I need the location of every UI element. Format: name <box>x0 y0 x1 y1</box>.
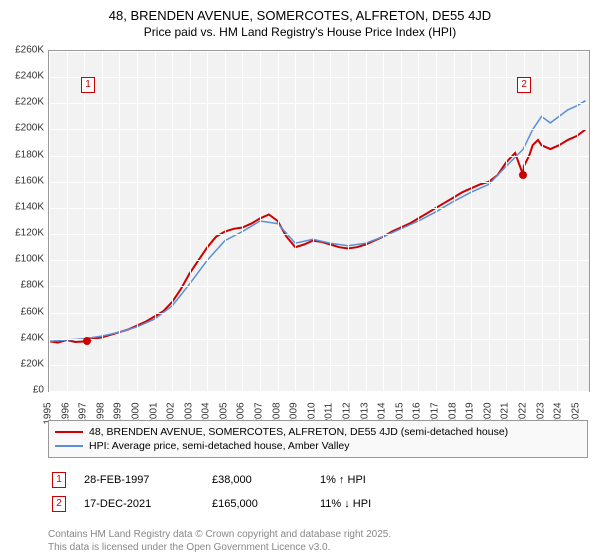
y-axis-tick: £260K <box>0 45 44 56</box>
y-axis-tick: £200K <box>0 123 44 134</box>
y-axis-tick: £20K <box>0 358 44 369</box>
legend-item: 48, BRENDEN AVENUE, SOMERCOTES, ALFRETON… <box>55 425 581 439</box>
series-hpi <box>49 101 586 342</box>
marker-point-2 <box>519 171 527 179</box>
marker-point-1 <box>83 337 91 345</box>
legend-item: HPI: Average price, semi-detached house,… <box>55 439 581 453</box>
transaction-marker: 2 <box>52 496 66 512</box>
legend-swatch <box>55 445 83 447</box>
series-property <box>49 130 586 343</box>
marker-label-1: 1 <box>81 77 95 93</box>
legend-label: 48, BRENDEN AVENUE, SOMERCOTES, ALFRETON… <box>89 426 508 438</box>
y-axis-tick: £160K <box>0 175 44 186</box>
attribution-line-1: Contains HM Land Registry data © Crown c… <box>48 529 391 542</box>
transaction-date: 17-DEC-2021 <box>84 498 194 510</box>
legend-label: HPI: Average price, semi-detached house,… <box>89 440 350 452</box>
y-axis-tick: £180K <box>0 149 44 160</box>
y-axis-tick: £120K <box>0 228 44 239</box>
marker-label-2: 2 <box>517 77 531 93</box>
y-axis-tick: £140K <box>0 201 44 212</box>
y-axis-tick: £220K <box>0 97 44 108</box>
y-axis-tick: £80K <box>0 280 44 291</box>
legend: 48, BRENDEN AVENUE, SOMERCOTES, ALFRETON… <box>48 420 588 458</box>
transaction-date: 28-FEB-1997 <box>84 474 194 486</box>
y-axis-tick: £60K <box>0 306 44 317</box>
chart-title: 48, BRENDEN AVENUE, SOMERCOTES, ALFRETON… <box>0 0 600 25</box>
y-axis-tick: £0 <box>0 385 44 396</box>
transaction-delta: 11% ↓ HPI <box>320 498 371 510</box>
transaction-row: 1 28-FEB-1997 £38,000 1% ↑ HPI <box>48 468 588 492</box>
legend-swatch <box>55 431 83 433</box>
transaction-delta: 1% ↑ HPI <box>320 474 366 486</box>
chart-lines <box>49 51 589 391</box>
y-axis-tick: £40K <box>0 332 44 343</box>
transaction-row: 2 17-DEC-2021 £165,000 11% ↓ HPI <box>48 492 588 516</box>
transaction-table: 1 28-FEB-1997 £38,000 1% ↑ HPI 2 17-DEC-2021 £… <box>48 468 588 516</box>
transaction-price: £165,000 <box>212 498 302 510</box>
chart-plot-area: 12 <box>48 50 590 392</box>
chart-subtitle: Price paid vs. HM Land Registry's House … <box>0 25 600 39</box>
transaction-marker: 1 <box>52 472 66 488</box>
transaction-price: £38,000 <box>212 474 302 486</box>
y-axis-tick: £240K <box>0 71 44 82</box>
attribution-line-2: This data is licensed under the Open Gov… <box>48 542 391 555</box>
attribution: Contains HM Land Registry data © Crown c… <box>48 529 391 554</box>
y-axis-tick: £100K <box>0 254 44 265</box>
